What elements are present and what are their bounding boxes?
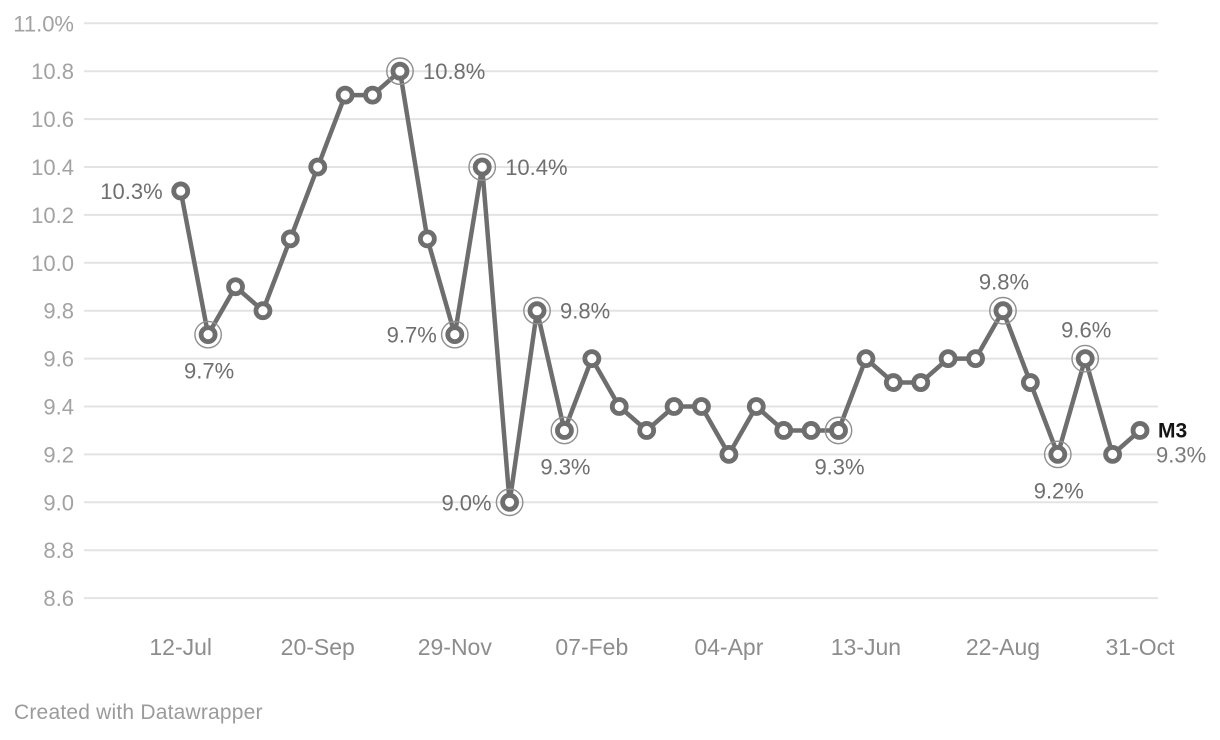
data-point-marker[interactable] [445,325,465,345]
x-axis-label: 31-Oct [1105,634,1175,660]
data-point-marker[interactable] [1130,421,1150,440]
data-point-marker[interactable] [226,277,245,297]
line-chart: 11.0% 10.8 10.6 10.4 10.2 10.0 9.8 9.6 9.4 9.2 9.0… [13,11,1206,660]
x-axis-label: 29-Nov [418,634,493,660]
y-axis-label: 10.2 [31,203,74,228]
x-axis-label: 07-Feb [555,634,628,660]
data-point-marker[interactable] [363,85,382,105]
value-label: 10.8% [423,59,485,84]
y-axis-label: 9.0 [43,490,74,515]
data-point-marker[interactable] [801,421,821,440]
x-axis-label: 12-Jul [149,634,212,660]
value-label: 9.3% [814,454,864,479]
data-point-marker[interactable] [335,85,355,105]
y-axis-label: 10.4 [31,155,74,180]
value-label: 9.6% [1061,318,1111,343]
data-point-marker[interactable] [911,373,931,392]
data-point-marker[interactable] [390,61,410,81]
value-label: 9.8% [560,299,610,324]
highlight-ring [194,320,223,349]
data-point-marker[interactable] [555,421,574,440]
y-axis-label: 8.8 [43,538,74,563]
y-axis-label: 10.6 [31,107,74,132]
data-point-marker[interactable] [527,301,547,321]
data-point-marker[interactable] [637,421,657,440]
data-point-marker[interactable] [938,349,958,369]
value-label: 9.3% [540,454,590,479]
highlight-ring [495,488,524,517]
data-point-marker[interactable] [472,157,492,177]
data-point-marker[interactable] [664,397,684,416]
data-point-marker[interactable] [500,492,520,512]
data-point-marker[interactable] [719,444,739,464]
highlight-ring [824,416,853,445]
highlight-ring [1043,440,1072,469]
highlight-ring [550,416,579,445]
y-axis-label: 9.2 [43,442,74,467]
footer-credit: Created with Datawrapper [14,701,263,724]
data-point-marker[interactable] [582,349,602,369]
highlight-ring [386,57,414,86]
data-point-marker[interactable] [1103,444,1123,464]
y-axis-label: 9.4 [43,395,74,420]
data-point-marker[interactable] [609,397,629,416]
end-value-label: 9.3% [1156,442,1206,467]
data-point-marker[interactable] [308,157,328,177]
value-label: 9.0% [441,490,491,515]
highlight-ring [523,296,551,325]
data-point-marker[interactable] [829,421,848,440]
value-label: 9.2% [1034,478,1084,503]
value-label: 9.7% [184,359,234,384]
data-point-marker[interactable] [280,229,300,249]
series-end-label: M3 [1158,419,1187,442]
y-axis-label: 10.8 [31,59,74,84]
data-point-marker[interactable] [253,301,273,321]
data-point-marker[interactable] [883,373,903,392]
data-point-marker[interactable] [993,301,1013,321]
data-point-marker[interactable] [1020,373,1040,392]
y-axis-label: 9.8 [43,299,74,324]
value-label: 10.4% [505,155,567,180]
data-point-marker[interactable] [856,349,876,369]
value-label: 10.3% [100,179,162,204]
data-point-marker[interactable] [966,349,985,369]
value-label: 9.7% [387,323,437,348]
x-axis-label: 13-Jun [831,634,901,660]
y-axis-label: 11.0% [13,11,74,36]
data-point-marker[interactable] [417,229,437,249]
x-axis-label: 22-Aug [966,634,1040,660]
y-axis-label: 9.6 [43,347,74,372]
data-point-marker[interactable] [171,181,191,201]
y-axis-label: 8.6 [43,586,74,611]
value-label: 9.8% [979,270,1029,295]
data-point-marker[interactable] [692,397,711,416]
data-point-marker[interactable] [1075,349,1095,369]
highlight-ring [989,296,1017,325]
data-point-marker[interactable] [1048,444,1068,464]
highlight-ring [468,153,497,181]
highlight-ring [440,320,469,349]
y-axis-label: 10.0 [31,251,74,276]
data-point-marker[interactable] [746,397,766,416]
highlight-ring [1071,344,1100,373]
x-axis-label: 20-Sep [281,634,355,660]
data-point-marker[interactable] [774,421,794,440]
data-point-marker[interactable] [198,325,218,345]
x-axis-label: 04-Apr [694,634,763,660]
